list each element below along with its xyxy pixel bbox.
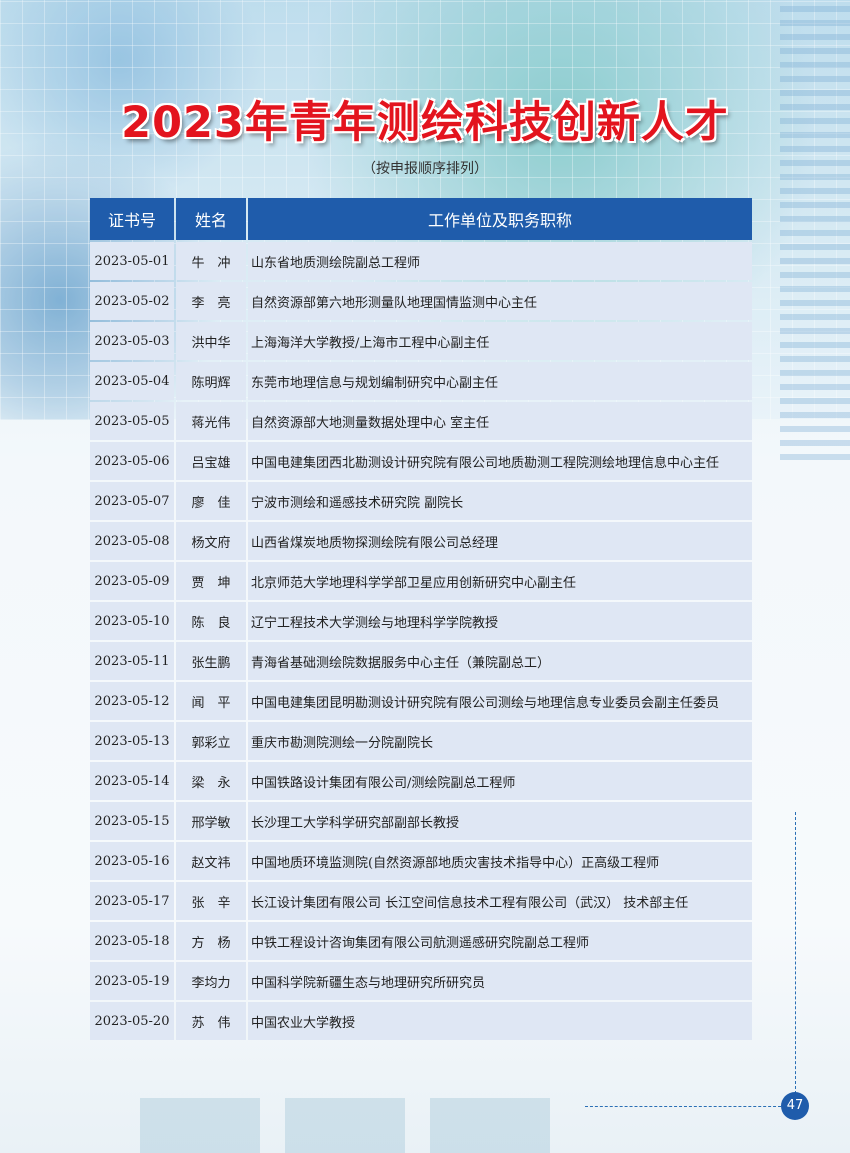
- cert-number-cell: 2023-05-12: [90, 682, 174, 720]
- page-title: 2023年青年测绘科技创新人才: [121, 98, 729, 148]
- table-row: 2023-05-04 陈明辉 东莞市地理信息与规划编制研究中心副主任: [90, 362, 752, 400]
- cert-number-cell: 2023-05-13: [90, 722, 174, 760]
- workplace-cell: 山东省地质测绘院副总工程师: [248, 242, 752, 280]
- workplace-cell: 上海海洋大学教授/上海市工程中心副主任: [248, 322, 752, 360]
- table-row: 2023-05-16 赵文祎 中国地质环境监测院(自然资源部地质灾害技术指导中心）正…: [90, 842, 752, 880]
- cert-number-cell: 2023-05-04: [90, 362, 174, 400]
- header-cert-number: 证书号: [90, 198, 174, 240]
- cert-number-cell: 2023-05-17: [90, 882, 174, 920]
- table-row: 2023-05-06 吕宝雄 中国电建集团西北勘测设计研究院有限公司地质勘测工程院测…: [90, 442, 752, 480]
- workplace-cell: 辽宁工程技术大学测绘与地理科学学院教授: [248, 602, 752, 640]
- background-monitors: [140, 1098, 560, 1153]
- table-row: 2023-05-19 李均力 中国科学院新疆生态与地理研究所研究员: [90, 962, 752, 1000]
- name-cell: 贾 坤: [176, 562, 246, 600]
- name-cell: 李 亮: [176, 282, 246, 320]
- cert-number-cell: 2023-05-01: [90, 242, 174, 280]
- name-cell: 方 杨: [176, 922, 246, 960]
- table-row: 2023-05-15 邢学敏 长沙理工大学科学研究部副部长教授: [90, 802, 752, 840]
- dashed-divider-horizontal: [585, 1106, 781, 1107]
- name-cell: 苏 伟: [176, 1002, 246, 1040]
- workplace-cell: 长沙理工大学科学研究部副部长教授: [248, 802, 752, 840]
- table-header-row: 证书号 姓名 工作单位及职务职称: [90, 198, 752, 240]
- workplace-cell: 宁波市测绘和遥感技术研究院 副院长: [248, 482, 752, 520]
- workplace-cell: 中国铁路设计集团有限公司/测绘院副总工程师: [248, 762, 752, 800]
- cert-number-cell: 2023-05-08: [90, 522, 174, 560]
- workplace-cell: 中国科学院新疆生态与地理研究所研究员: [248, 962, 752, 1000]
- workplace-cell: 自然资源部大地测量数据处理中心 室主任: [248, 402, 752, 440]
- cert-number-cell: 2023-05-20: [90, 1002, 174, 1040]
- table-row: 2023-05-18 方 杨中铁工程设计咨询集团有限公司航测遥感研究院副总工程师: [90, 922, 752, 960]
- name-cell: 李均力: [176, 962, 246, 1000]
- dashed-divider-vertical: [795, 812, 796, 1094]
- table-row: 2023-05-10 陈 良辽宁工程技术大学测绘与地理科学学院教授: [90, 602, 752, 640]
- page-subtitle: （按申报顺序排列）: [362, 161, 488, 177]
- cert-number-cell: 2023-05-15: [90, 802, 174, 840]
- cert-number-cell: 2023-05-02: [90, 282, 174, 320]
- workplace-cell: 山西省煤炭地质物探测绘院有限公司总经理: [248, 522, 752, 560]
- workplace-cell: 青海省基础测绘院数据服务中心主任（兼院副总工）: [248, 642, 752, 680]
- name-cell: 邢学敏: [176, 802, 246, 840]
- table-row: 2023-05-17 张 辛长江设计集团有限公司 长江空间信息技术工程有限公司（武…: [90, 882, 752, 920]
- table-row: 2023-05-12 闻 平中国电建集团昆明勘测设计研究院有限公司测绘与地理信息专…: [90, 682, 752, 720]
- cert-number-cell: 2023-05-05: [90, 402, 174, 440]
- cert-number-cell: 2023-05-09: [90, 562, 174, 600]
- workplace-cell: 东莞市地理信息与规划编制研究中心副主任: [248, 362, 752, 400]
- table-row: 2023-05-07 廖 佳宁波市测绘和遥感技术研究院 副院长: [90, 482, 752, 520]
- table-row: 2023-05-08 杨文府 山西省煤炭地质物探测绘院有限公司总经理: [90, 522, 752, 560]
- cert-number-cell: 2023-05-07: [90, 482, 174, 520]
- table-row: 2023-05-09 贾 坤北京师范大学地理科学学部卫星应用创新研究中心副主任: [90, 562, 752, 600]
- page-number: 47: [781, 1092, 809, 1120]
- workplace-cell: 重庆市勘测院测绘一分院副院长: [248, 722, 752, 760]
- workplace-cell: 北京师范大学地理科学学部卫星应用创新研究中心副主任: [248, 562, 752, 600]
- header-workplace: 工作单位及职务职称: [248, 198, 752, 240]
- name-cell: 陈明辉: [176, 362, 246, 400]
- background-binary-strip: [780, 0, 850, 460]
- table-row: 2023-05-02 李 亮自然资源部第六地形测量队地理国情监测中心主任: [90, 282, 752, 320]
- name-cell: 洪中华: [176, 322, 246, 360]
- workplace-cell: 自然资源部第六地形测量队地理国情监测中心主任: [248, 282, 752, 320]
- cert-number-cell: 2023-05-18: [90, 922, 174, 960]
- table-row: 2023-05-11 张生鹏 青海省基础测绘院数据服务中心主任（兼院副总工）: [90, 642, 752, 680]
- workplace-cell: 中铁工程设计咨询集团有限公司航测遥感研究院副总工程师: [248, 922, 752, 960]
- name-cell: 廖 佳: [176, 482, 246, 520]
- cert-number-cell: 2023-05-19: [90, 962, 174, 1000]
- name-cell: 梁 永: [176, 762, 246, 800]
- workplace-cell: 中国地质环境监测院(自然资源部地质灾害技术指导中心）正高级工程师: [248, 842, 752, 880]
- workplace-cell: 中国农业大学教授: [248, 1002, 752, 1040]
- header-name: 姓名: [176, 198, 246, 240]
- table-row: 2023-05-13 郭彩立 重庆市勘测院测绘一分院副院长: [90, 722, 752, 760]
- table-row: 2023-05-01 牛 冲山东省地质测绘院副总工程师: [90, 242, 752, 280]
- table-row: 2023-05-14 梁 永中国铁路设计集团有限公司/测绘院副总工程师: [90, 762, 752, 800]
- table-row: 2023-05-03 洪中华 上海海洋大学教授/上海市工程中心副主任: [90, 322, 752, 360]
- cert-number-cell: 2023-05-11: [90, 642, 174, 680]
- name-cell: 赵文祎: [176, 842, 246, 880]
- name-cell: 杨文府: [176, 522, 246, 560]
- cert-number-cell: 2023-05-03: [90, 322, 174, 360]
- name-cell: 张 辛: [176, 882, 246, 920]
- name-cell: 蒋光伟: [176, 402, 246, 440]
- talent-table: 证书号 姓名 工作单位及职务职称 2023-05-01 牛 冲山东省地质测绘院副总…: [88, 196, 754, 1042]
- cert-number-cell: 2023-05-10: [90, 602, 174, 640]
- cert-number-cell: 2023-05-14: [90, 762, 174, 800]
- table-row: 2023-05-20 苏 伟中国农业大学教授: [90, 1002, 752, 1040]
- workplace-cell: 长江设计集团有限公司 长江空间信息技术工程有限公司（武汉） 技术部主任: [248, 882, 752, 920]
- workplace-cell: 中国电建集团昆明勘测设计研究院有限公司测绘与地理信息专业委员会副主任委员: [248, 682, 752, 720]
- cert-number-cell: 2023-05-06: [90, 442, 174, 480]
- cert-number-cell: 2023-05-16: [90, 842, 174, 880]
- table-row: 2023-05-05 蒋光伟 自然资源部大地测量数据处理中心 室主任: [90, 402, 752, 440]
- name-cell: 闻 平: [176, 682, 246, 720]
- name-cell: 陈 良: [176, 602, 246, 640]
- workplace-cell: 中国电建集团西北勘测设计研究院有限公司地质勘测工程院测绘地理信息中心主任: [248, 442, 752, 480]
- name-cell: 吕宝雄: [176, 442, 246, 480]
- name-cell: 牛 冲: [176, 242, 246, 280]
- name-cell: 张生鹏: [176, 642, 246, 680]
- name-cell: 郭彩立: [176, 722, 246, 760]
